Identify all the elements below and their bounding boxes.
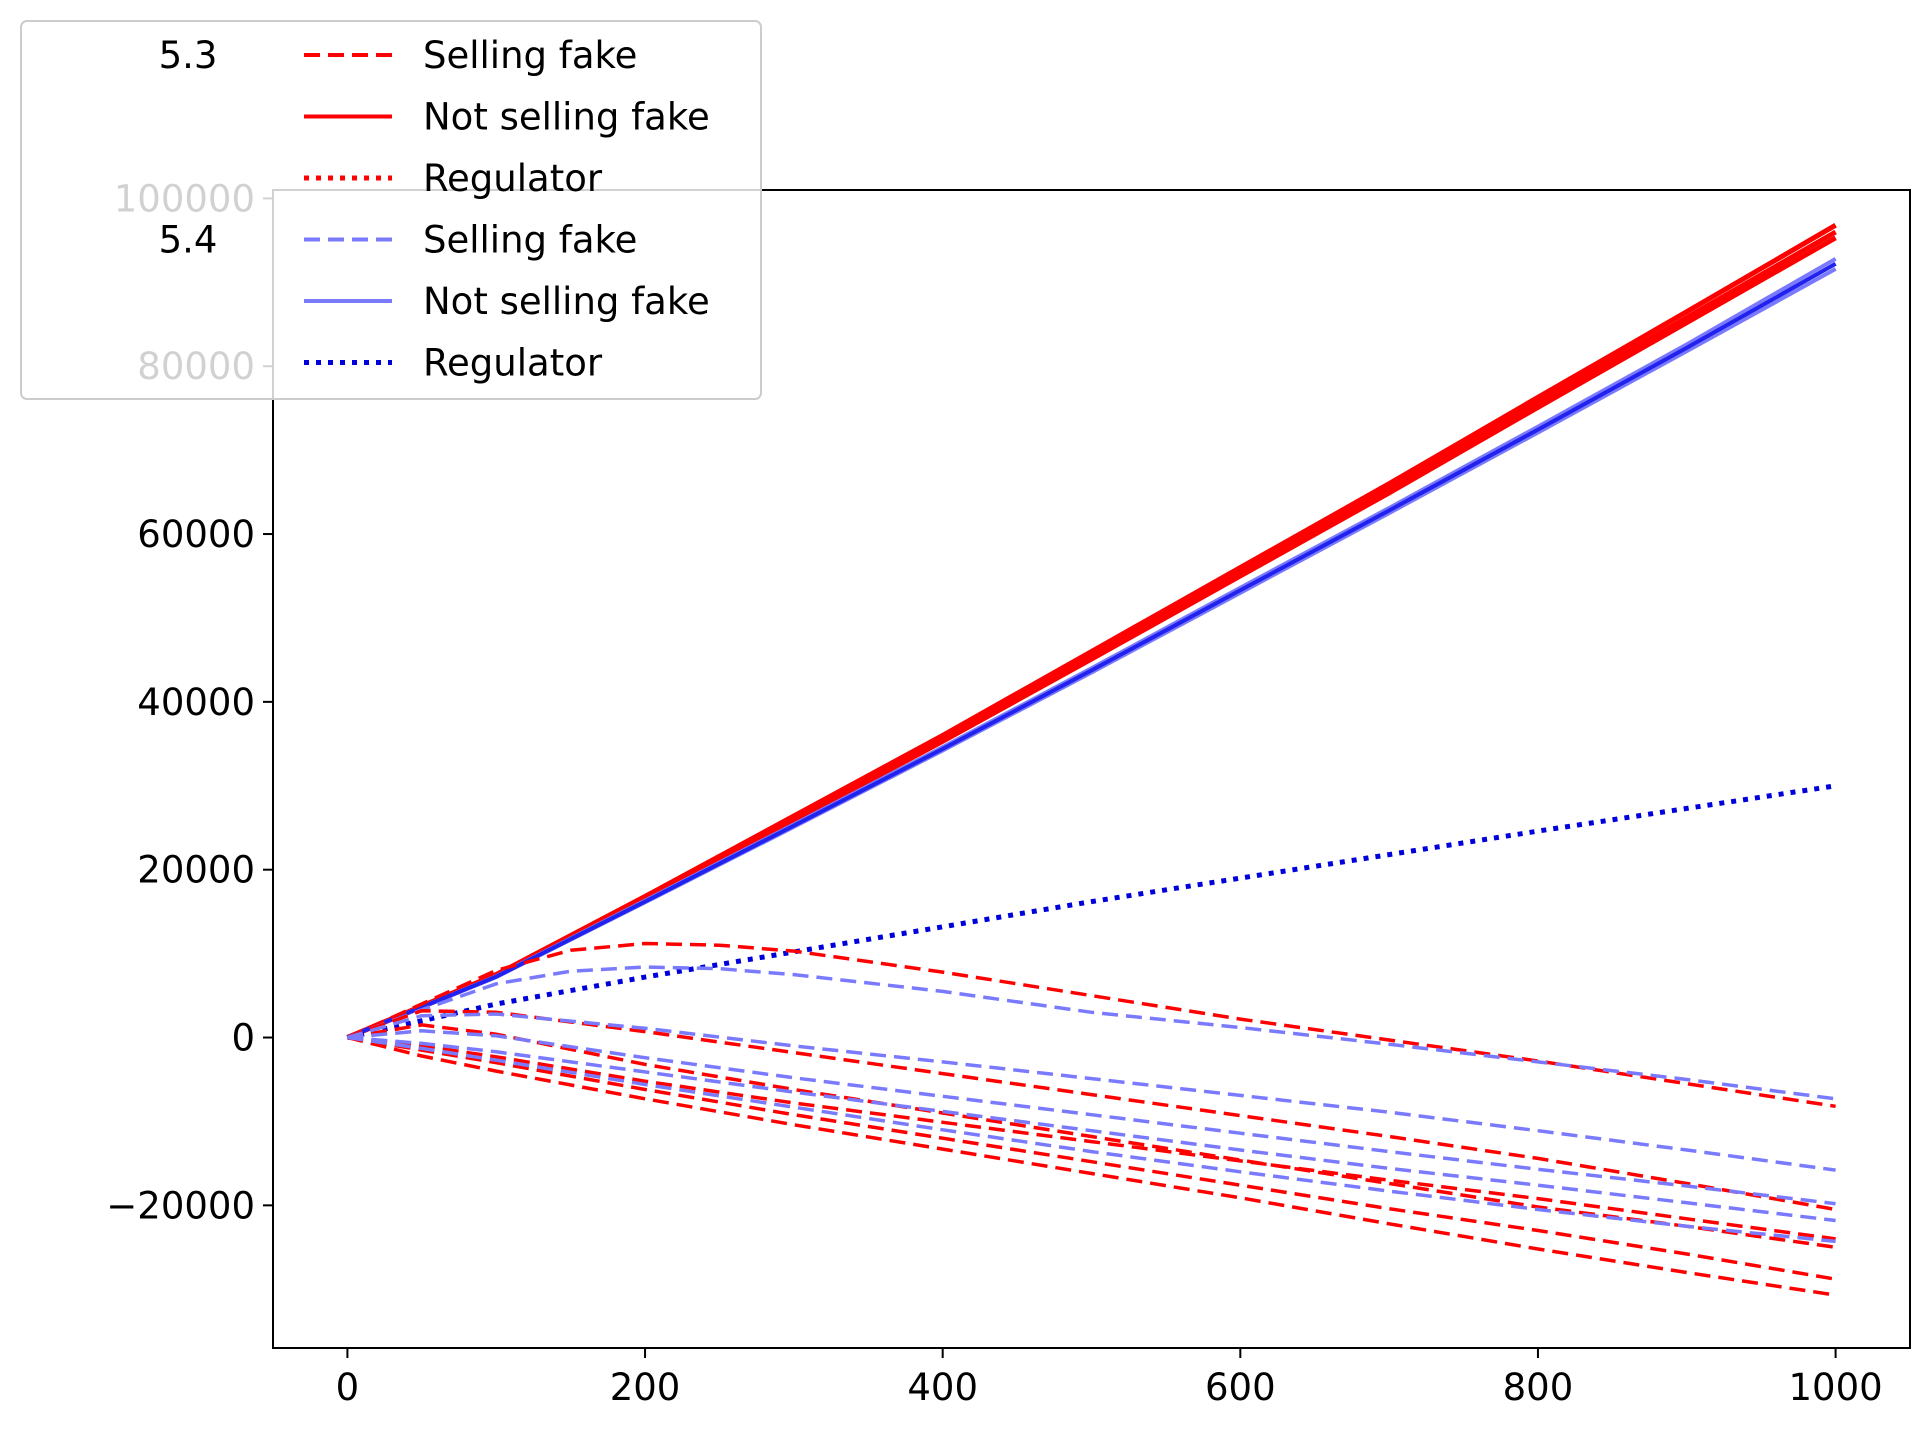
y-tick-label: 40000 <box>137 681 255 724</box>
series-line-12 <box>346 1035 1836 1297</box>
y-tick-label: −20000 <box>106 1184 255 1227</box>
x-tick-label: 400 <box>907 1366 978 1409</box>
series-line-9 <box>346 1008 1836 1212</box>
x-tick-label: 0 <box>336 1366 360 1409</box>
series-line-5 <box>346 262 1837 1040</box>
series-line-13 <box>347 1035 1836 1241</box>
legend-label: Selling fake <box>423 34 637 77</box>
legend-group-title: 5.3 <box>159 34 218 77</box>
series-line-15 <box>347 1029 1836 1206</box>
y-tick-label: 20000 <box>137 849 255 892</box>
series-line-16 <box>347 1035 1836 1223</box>
legend-label: Regulator <box>423 157 603 200</box>
legend-label: Selling fake <box>423 219 637 262</box>
legend-label: Not selling fake <box>423 96 710 139</box>
plot-frame <box>272 189 1911 1349</box>
series-line-14 <box>346 1012 1836 1172</box>
y-tick-label: 0 <box>231 1017 255 1060</box>
x-tick-label: 600 <box>1205 1366 1276 1409</box>
series-line-11 <box>347 1035 1836 1281</box>
x-axis: 0 200 400 600 800 1000 <box>336 1348 1883 1409</box>
legend-label: Regulator <box>423 342 603 385</box>
y-tick-label: 60000 <box>137 513 255 556</box>
series-line-10 <box>347 1023 1836 1250</box>
legend-label: Not selling fake <box>423 280 710 323</box>
legend-box <box>20 20 762 400</box>
x-tick-label: 1000 <box>1789 1366 1883 1409</box>
series-layer <box>346 223 1837 1297</box>
series-line-17 <box>347 1035 1836 1244</box>
series-line-6 <box>346 783 1836 1040</box>
x-tick-label: 200 <box>610 1366 681 1409</box>
legend: 5.3 Selling fake Not selling fake Regulator… <box>20 20 762 400</box>
x-tick-label: 800 <box>1503 1366 1574 1409</box>
series-line-8 <box>346 965 1836 1101</box>
legend-group-title: 5.4 <box>159 219 218 262</box>
